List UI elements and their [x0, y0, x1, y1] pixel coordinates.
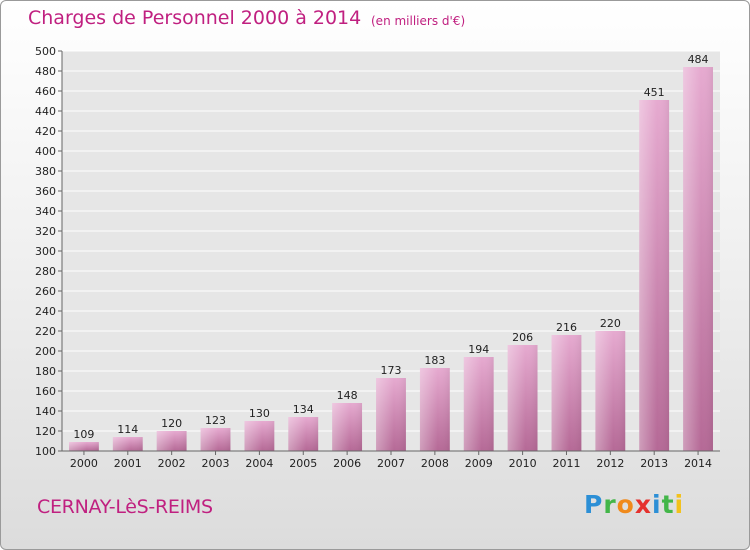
y-tick-label: 300 — [35, 245, 56, 258]
bar-highlight — [639, 100, 670, 451]
logo-letter: t — [661, 490, 675, 519]
y-tick-label: 480 — [35, 65, 56, 78]
value-label: 451 — [644, 86, 665, 99]
x-tick-label: 2005 — [289, 457, 317, 470]
x-tick-label: 2008 — [421, 457, 449, 470]
value-label: 123 — [205, 414, 226, 427]
x-tick-label: 2009 — [465, 457, 493, 470]
bar-highlight — [112, 437, 143, 451]
value-label: 216 — [556, 321, 577, 334]
bar-highlight — [156, 431, 187, 451]
value-label: 206 — [512, 331, 533, 344]
y-tick-label: 180 — [35, 365, 56, 378]
place-name: CERNAY-LèS-REIMS — [37, 496, 213, 518]
value-label: 194 — [468, 343, 489, 356]
y-tick-label: 160 — [35, 385, 56, 398]
bar-highlight — [595, 331, 626, 451]
value-label: 114 — [117, 423, 138, 436]
y-tick-label: 360 — [35, 185, 56, 198]
x-tick-label: 2010 — [509, 457, 537, 470]
y-tick-label: 220 — [35, 325, 56, 338]
logo-letter: P — [584, 490, 604, 519]
value-label: 134 — [293, 403, 314, 416]
y-tick-label: 320 — [35, 225, 56, 238]
y-tick-label: 280 — [35, 265, 56, 278]
y-tick-label: 380 — [35, 165, 56, 178]
bar-highlight — [507, 345, 538, 451]
x-tick-label: 2013 — [640, 457, 668, 470]
x-tick-label: 2001 — [114, 457, 142, 470]
value-label: 183 — [424, 354, 445, 367]
chart-subtitle: (en milliers d'€) — [371, 14, 466, 28]
chart-title: Charges de Personnel 2000 à 2014 — [28, 7, 362, 29]
logo-letter: i — [652, 490, 662, 519]
y-tick-label: 400 — [35, 145, 56, 158]
x-tick-label: 2014 — [684, 457, 712, 470]
y-tick-label: 200 — [35, 345, 56, 358]
bar-highlight — [683, 67, 713, 451]
bar-highlight — [419, 368, 450, 451]
bar-highlight — [200, 428, 231, 451]
y-tick-label: 100 — [35, 445, 56, 458]
y-tick-labels-group: 100 120 140 160 180 200 220 240 260 280 300 320 340 3… — [35, 45, 56, 458]
value-label: 120 — [161, 417, 182, 430]
bars-group — [69, 67, 713, 451]
bar-highlight — [69, 442, 99, 451]
value-labels-group: 109 114 120 123 130 134 148 173 183 194 206 216 220 4… — [73, 53, 708, 441]
value-label: 173 — [381, 364, 402, 377]
y-tick-label: 420 — [35, 125, 56, 138]
y-tick-label: 120 — [35, 425, 56, 438]
logo-letter: i — [674, 490, 685, 519]
x-tick-labels-group: 2000 2001 2002 2003 2004 2005 2006 2007 2008 2009… — [70, 451, 712, 470]
x-tick-label: 2006 — [333, 457, 361, 470]
bar-highlight — [288, 417, 319, 451]
y-tick-label: 460 — [35, 85, 56, 98]
y-tick-label: 260 — [35, 285, 56, 298]
y-tick-label: 140 — [35, 405, 56, 418]
logo-letter: o — [616, 490, 635, 519]
value-label: 220 — [600, 317, 621, 330]
logo-letter: x — [634, 490, 652, 519]
bar-highlight — [463, 357, 494, 451]
y-tick-label: 440 — [35, 105, 56, 118]
value-label: 130 — [249, 407, 270, 420]
x-tick-label: 2003 — [202, 457, 230, 470]
y-tick-label: 340 — [35, 205, 56, 218]
x-tick-label: 2012 — [596, 457, 624, 470]
y-tick-label: 500 — [35, 45, 56, 58]
bar-highlight — [551, 335, 582, 451]
bar-highlight — [376, 378, 406, 451]
value-label: 109 — [73, 428, 94, 441]
bar-highlight — [332, 403, 363, 451]
x-tick-label: 2011 — [552, 457, 580, 470]
logo-letter: r — [603, 490, 617, 519]
x-tick-label: 2007 — [377, 457, 405, 470]
x-tick-label: 2002 — [158, 457, 186, 470]
value-label: 484 — [688, 53, 709, 66]
bar-highlight — [244, 421, 275, 451]
value-label: 148 — [337, 389, 358, 402]
x-tick-label: 2000 — [70, 457, 98, 470]
x-tick-label: 2004 — [245, 457, 273, 470]
proxiti-logo: Proxiti — [584, 490, 684, 519]
y-tick-label: 240 — [35, 305, 56, 318]
